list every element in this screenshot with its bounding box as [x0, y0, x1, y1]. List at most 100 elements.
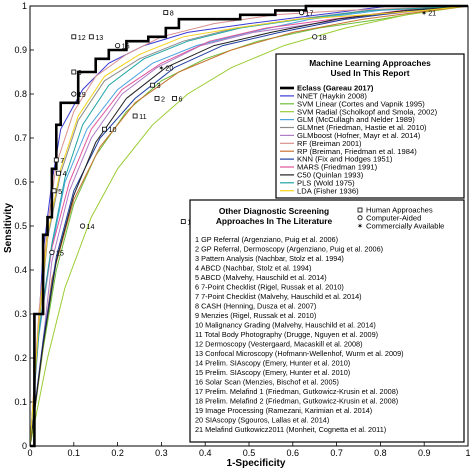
point-marker-circle	[115, 42, 121, 49]
x-axis-label: 1-Specificity	[227, 458, 286, 469]
roc-curve-10	[29, 5, 469, 447]
x-tick-label: 0.9	[418, 448, 431, 458]
literature-entry: 12 Dermoscopy (Vestergaard, Macaskill et…	[195, 340, 363, 349]
y-tick-label: 0.3	[14, 309, 27, 319]
x-tick-label: 0.8	[374, 448, 387, 458]
legend-entry: SVM Radial (Scholkopf and Smola, 2002)	[297, 107, 438, 116]
literature-entry: 10 Malignancy Grading (Malvehy, Hauschil…	[195, 321, 376, 330]
x-tick-label: 0.3	[155, 448, 168, 458]
ml-legend-title: Used In This Report	[330, 68, 409, 78]
literature-entry: 9 Menzies (Rigel, Russak et al. 2010)	[195, 311, 316, 320]
point-marker-square	[132, 113, 138, 119]
point-marker-square	[150, 82, 156, 88]
literature-entry: 7 7-Point Checklist (Malvehy, Hauschild …	[195, 292, 362, 301]
legend-entry: Eclass (Gareau 2017)	[297, 84, 374, 93]
ml-legend-title: Machine Learning Approaches	[309, 58, 431, 68]
y-tick-label: 0.4	[14, 265, 27, 275]
y-tick-label: 0.5	[14, 221, 27, 231]
point-marker-square	[102, 126, 107, 132]
key-marker-circle	[357, 215, 363, 221]
x-tick-label: 0	[27, 448, 32, 458]
literature-entry: 19 Image Processing (Ramezani, Karimian …	[195, 406, 372, 415]
literature-entry: 2 GP Referral, Dermoscopy (Argenziano, P…	[195, 245, 383, 254]
point-label: 9	[78, 68, 82, 77]
point-label: 5	[58, 187, 62, 196]
literature-entry: 5 ABCD (Malvehy, Hauschild et al. 2014)	[195, 273, 327, 282]
point-label: 12	[78, 33, 86, 42]
y-tick-label: 0.1	[14, 397, 27, 407]
point-marker-square	[51, 188, 57, 194]
ml-legend-box	[275, 53, 465, 199]
point-label: 14	[87, 222, 95, 231]
point-marker-circle	[79, 223, 86, 229]
legend-entry: RP (Breiman, Friedman et al. 1984)	[297, 147, 417, 156]
plot-border	[29, 5, 469, 447]
legend-entry: GLM (McCullagh and Nelder 1989)	[297, 115, 415, 124]
point-marker-square	[154, 96, 160, 101]
roc-curve-11	[29, 5, 469, 447]
literature-legend-title: Other Diagnostic Screening	[219, 206, 329, 216]
legend-entry: GLMnet (Friedman, Hastie et al. 2010)	[297, 123, 427, 132]
point-marker-star: ✶	[421, 9, 427, 18]
key-marker-square	[357, 207, 363, 213]
point-label: 4	[62, 169, 66, 178]
point-label: 13	[95, 33, 103, 42]
point-label: 8	[170, 9, 174, 18]
x-tick-label: 0.5	[243, 448, 256, 458]
point-marker-square	[163, 10, 169, 16]
x-tick-label: 0.6	[287, 448, 300, 458]
point-marker-circle	[71, 91, 77, 97]
point-label: 3	[157, 81, 161, 90]
x-tick-label: 1	[465, 448, 470, 458]
point-label: 1	[187, 218, 191, 227]
point-marker-square	[56, 170, 61, 176]
marker-key-label: Computer-Aided	[366, 214, 421, 223]
legend-entry: KNN (Fix and Hodges 1951)	[297, 155, 393, 164]
x-tick-label: 0.2	[111, 448, 124, 458]
literature-entry: 6 7-Point Checklist (Rigel, Russak et al…	[195, 283, 344, 292]
roc-curve-7	[29, 5, 469, 447]
point-label: 15	[56, 248, 64, 257]
roc-curve-eclass	[30, 4, 468, 448]
literature-entry: 15 Prelim. SIAscopy (Emery, Hunter et al…	[195, 368, 350, 377]
roc-curve-2	[29, 5, 469, 447]
x-tick-label: 0.7	[330, 448, 343, 458]
point-label: 10	[108, 125, 116, 134]
x-tick-label: 0.4	[199, 448, 212, 458]
y-tick-label: 0.9	[14, 45, 27, 55]
legend-entry: C50 (Quinlan 1993)	[297, 171, 364, 180]
point-marker-square	[53, 157, 59, 163]
y-tick-label: 0.2	[14, 353, 27, 363]
point-label: 6	[179, 94, 183, 103]
roc-curve-6	[29, 5, 469, 447]
literature-entry: 4 ABCD (Nachbar, Stolz et al. 1994)	[195, 264, 311, 273]
point-marker-square	[172, 96, 177, 101]
point-marker-circle	[312, 34, 318, 40]
literature-entry: 8 CASH (Henning, Dusza et al. 2007)	[195, 302, 316, 311]
legend-entry: LDA (Fisher 1936)	[297, 186, 359, 195]
marker-key-label: Human Approaches	[366, 206, 433, 215]
legend-entry: MARS (Friedman 1991)	[297, 163, 378, 172]
y-axis-label: Sensitivity	[3, 203, 14, 253]
point-marker-square	[88, 34, 94, 40]
literature-entry: 18 Prelim. Melafind 2 (Friedman, Gutkowi…	[195, 397, 398, 406]
legend-entry: PLS (Wold 1975)	[297, 178, 355, 187]
y-tick-label: 0.6	[14, 177, 27, 187]
key-marker-star: ✶	[357, 222, 363, 231]
x-tick-label: 0.1	[68, 448, 81, 458]
legend-entry: NNET (Haykin 2008)	[297, 92, 367, 101]
literature-entry: 1 GP Referral (Argenziano, Puig et al. 2…	[195, 235, 338, 244]
literature-entry: 16 Solar Scan (Menzies, Bischof et al. 2…	[195, 378, 339, 387]
point-marker-square	[71, 34, 77, 40]
point-marker-star: ✶	[158, 64, 164, 73]
point-label: 19	[78, 90, 86, 99]
roc-curve-3	[29, 5, 469, 447]
axis-ticks: 0 0.1 0.2 0.3 0.4 0.5 0.6 0.7 0.8 0.9 10 0.1 0.2 0.3 0…	[14, 1, 470, 458]
y-tick-label: 1	[22, 1, 27, 11]
point-marker-circle	[49, 249, 55, 255]
legend-entry: GLMboost (Hofner, Mayr et al. 2014)	[297, 131, 421, 140]
